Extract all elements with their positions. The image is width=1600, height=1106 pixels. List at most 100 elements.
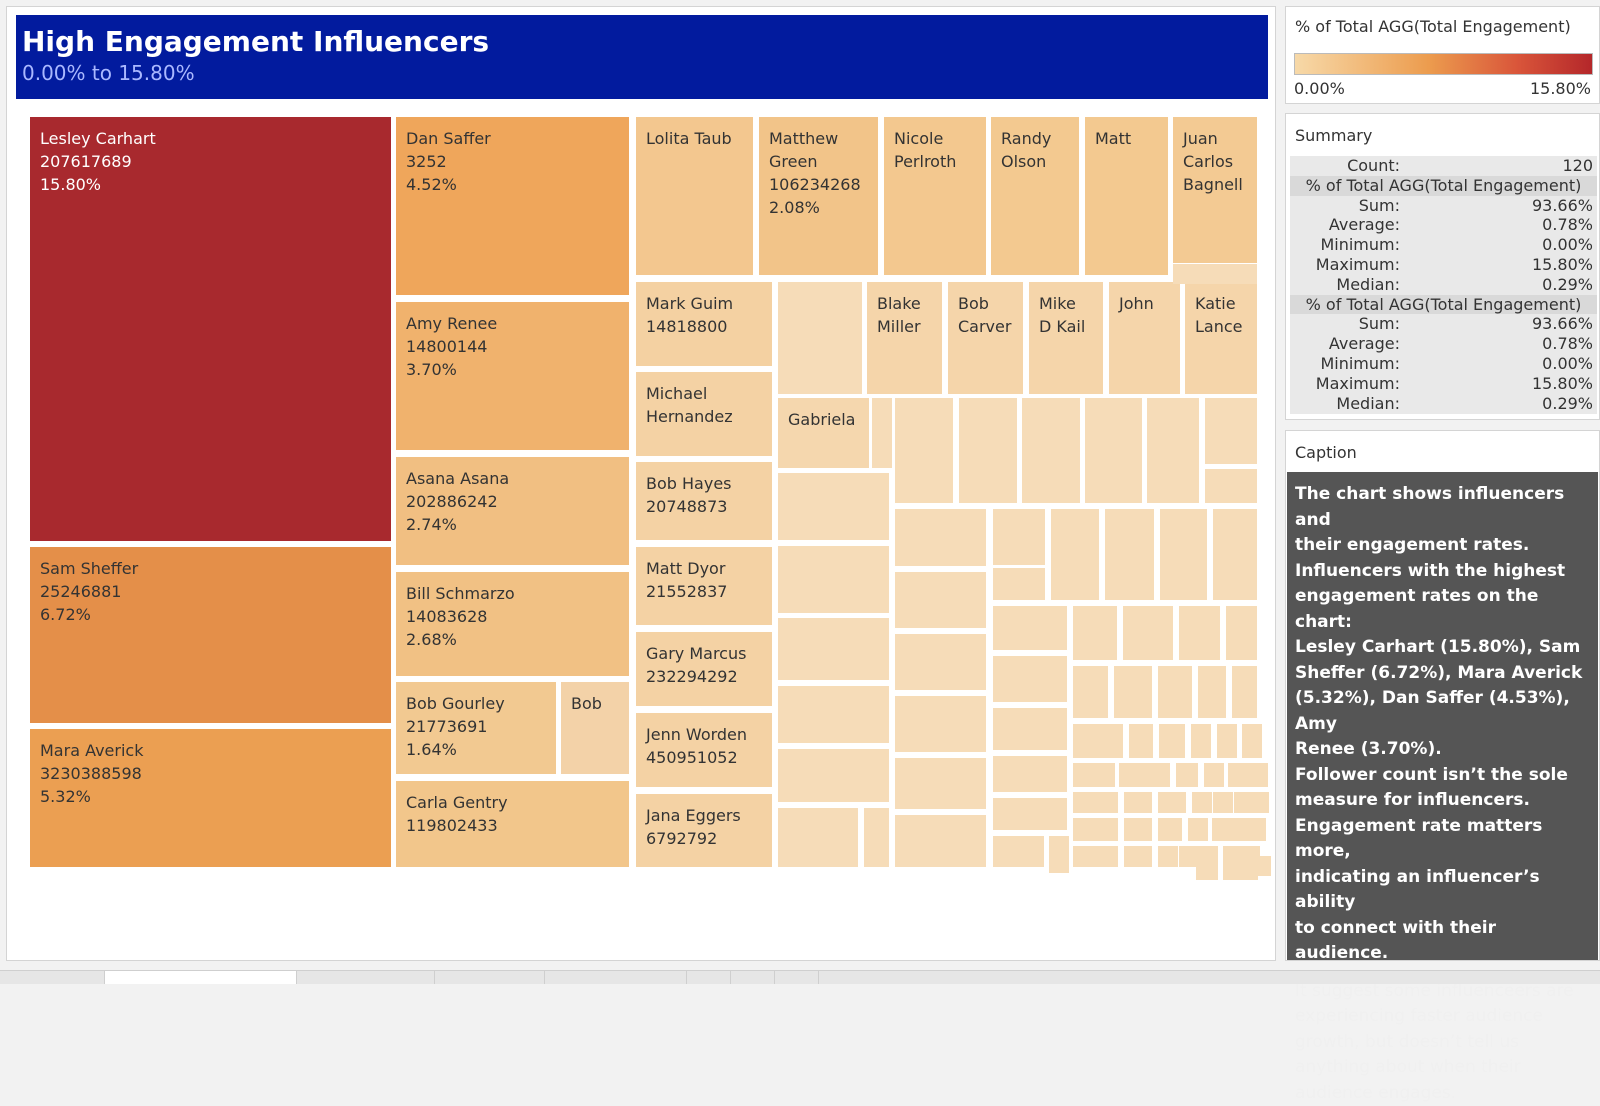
treemap-tile-small[interactable] bbox=[895, 815, 986, 867]
treemap-tile-small[interactable] bbox=[1124, 846, 1152, 867]
treemap-tile[interactable]: Bob Carver bbox=[948, 282, 1023, 394]
treemap-tile-small[interactable] bbox=[778, 618, 889, 680]
sheet-tab[interactable] bbox=[0, 971, 105, 984]
sheet-tab[interactable] bbox=[545, 971, 687, 984]
treemap-tile-small[interactable] bbox=[959, 398, 1017, 503]
treemap-tile-small[interactable] bbox=[1213, 509, 1257, 600]
treemap-tile-small[interactable] bbox=[1138, 763, 1170, 787]
treemap-tile-small[interactable] bbox=[993, 798, 1067, 830]
treemap-tile-small[interactable] bbox=[778, 282, 862, 394]
treemap-tile-small[interactable] bbox=[1251, 856, 1271, 876]
treemap-tile-small[interactable] bbox=[1073, 792, 1118, 813]
treemap-tile[interactable]: Lolita Taub bbox=[636, 117, 753, 275]
treemap-tile[interactable]: Gabriela bbox=[778, 398, 869, 468]
treemap-tile-small[interactable] bbox=[1226, 606, 1257, 660]
treemap-tile-small[interactable] bbox=[1212, 818, 1232, 841]
treemap-tile-small[interactable] bbox=[1173, 264, 1257, 284]
treemap-tile-small[interactable] bbox=[1176, 763, 1198, 787]
sheet-tab[interactable] bbox=[435, 971, 545, 984]
treemap-tile-small[interactable] bbox=[1204, 763, 1224, 787]
treemap-tile-small[interactable] bbox=[1228, 763, 1248, 787]
treemap-tile-small[interactable] bbox=[1249, 792, 1269, 813]
treemap-tile[interactable]: Bob bbox=[561, 682, 629, 774]
treemap-tile-small[interactable] bbox=[993, 568, 1045, 600]
treemap-tile-small[interactable] bbox=[1191, 724, 1211, 758]
treemap-tile-small[interactable] bbox=[1051, 509, 1099, 600]
treemap-tile-small[interactable] bbox=[895, 572, 986, 628]
treemap-tile-small[interactable] bbox=[1114, 666, 1152, 718]
treemap-tile-small[interactable] bbox=[778, 473, 889, 540]
treemap-tile-small[interactable] bbox=[1073, 846, 1118, 867]
sheet-tab[interactable] bbox=[731, 971, 775, 984]
treemap-tile-small[interactable] bbox=[1188, 818, 1208, 841]
treemap-tile-small[interactable] bbox=[1242, 724, 1262, 758]
treemap-tile-small[interactable] bbox=[1158, 666, 1192, 718]
treemap-tile-small[interactable] bbox=[1073, 818, 1118, 841]
treemap-tile-small[interactable] bbox=[1179, 606, 1220, 660]
treemap-tile-small[interactable] bbox=[1205, 398, 1257, 464]
treemap-tile[interactable]: Matt bbox=[1085, 117, 1168, 275]
treemap-tile-small[interactable] bbox=[1232, 666, 1257, 718]
treemap-tile-small[interactable] bbox=[1085, 398, 1142, 503]
sheet-tab[interactable] bbox=[105, 971, 297, 984]
sheet-tab[interactable] bbox=[775, 971, 819, 984]
treemap-tile-small[interactable] bbox=[1124, 792, 1152, 813]
treemap-tile-small[interactable] bbox=[864, 808, 889, 867]
treemap-tile-small[interactable] bbox=[1073, 606, 1117, 660]
treemap-tile-small[interactable] bbox=[1105, 509, 1154, 600]
treemap-tile-small[interactable] bbox=[1246, 818, 1266, 841]
treemap-tile-small[interactable] bbox=[993, 656, 1067, 702]
treemap-tile-small[interactable] bbox=[895, 634, 986, 690]
treemap-tile-small[interactable] bbox=[895, 509, 986, 566]
treemap-tile-small[interactable] bbox=[1248, 763, 1268, 787]
treemap-tile-small[interactable] bbox=[1196, 860, 1218, 880]
treemap-tile-small[interactable] bbox=[1147, 398, 1199, 503]
treemap-tile-small[interactable] bbox=[778, 749, 889, 802]
treemap-tile-small[interactable] bbox=[1192, 792, 1212, 813]
treemap-tile-small[interactable] bbox=[1205, 469, 1257, 503]
treemap-tile-small[interactable] bbox=[1158, 818, 1182, 841]
treemap-tile[interactable]: John bbox=[1109, 282, 1180, 394]
treemap-tile-small[interactable] bbox=[1217, 724, 1237, 758]
sheet-tab[interactable] bbox=[297, 971, 435, 984]
treemap-tile-small[interactable] bbox=[1159, 724, 1185, 758]
treemap-tile-small[interactable] bbox=[993, 756, 1067, 792]
treemap-tile-small[interactable] bbox=[1073, 666, 1108, 718]
treemap-tile[interactable]: Michael Hernandez bbox=[636, 372, 772, 456]
treemap-tile-small[interactable] bbox=[895, 696, 986, 752]
treemap-tile-small[interactable] bbox=[993, 836, 1044, 867]
treemap-tile-small[interactable] bbox=[778, 686, 889, 743]
treemap-tile[interactable]: Juan Carlos Bagnell bbox=[1173, 117, 1257, 263]
treemap-tile[interactable]: Nicole Perlroth bbox=[884, 117, 986, 275]
treemap-tile-small[interactable] bbox=[1158, 792, 1186, 813]
treemap-tile-small[interactable] bbox=[1160, 509, 1207, 600]
treemap-tile-small[interactable] bbox=[993, 509, 1045, 565]
treemap-tile[interactable]: Mike D Kail bbox=[1029, 282, 1103, 394]
treemap-tile[interactable]: Katie Lance bbox=[1185, 282, 1257, 394]
treemap-tile-small[interactable] bbox=[1213, 792, 1233, 813]
treemap-tile-small[interactable] bbox=[778, 546, 889, 613]
treemap-tile-small[interactable] bbox=[895, 758, 986, 809]
sheet-tab[interactable] bbox=[687, 971, 731, 984]
treemap-tile-small[interactable] bbox=[1129, 724, 1153, 758]
treemap-tile-small[interactable] bbox=[1123, 606, 1173, 660]
treemap-tile-small[interactable] bbox=[1073, 763, 1115, 787]
treemap-tile[interactable]: Randy Olson bbox=[991, 117, 1079, 275]
treemap-tile[interactable]: Blake Miller bbox=[867, 282, 942, 394]
treemap-tile-small[interactable] bbox=[993, 606, 1067, 650]
